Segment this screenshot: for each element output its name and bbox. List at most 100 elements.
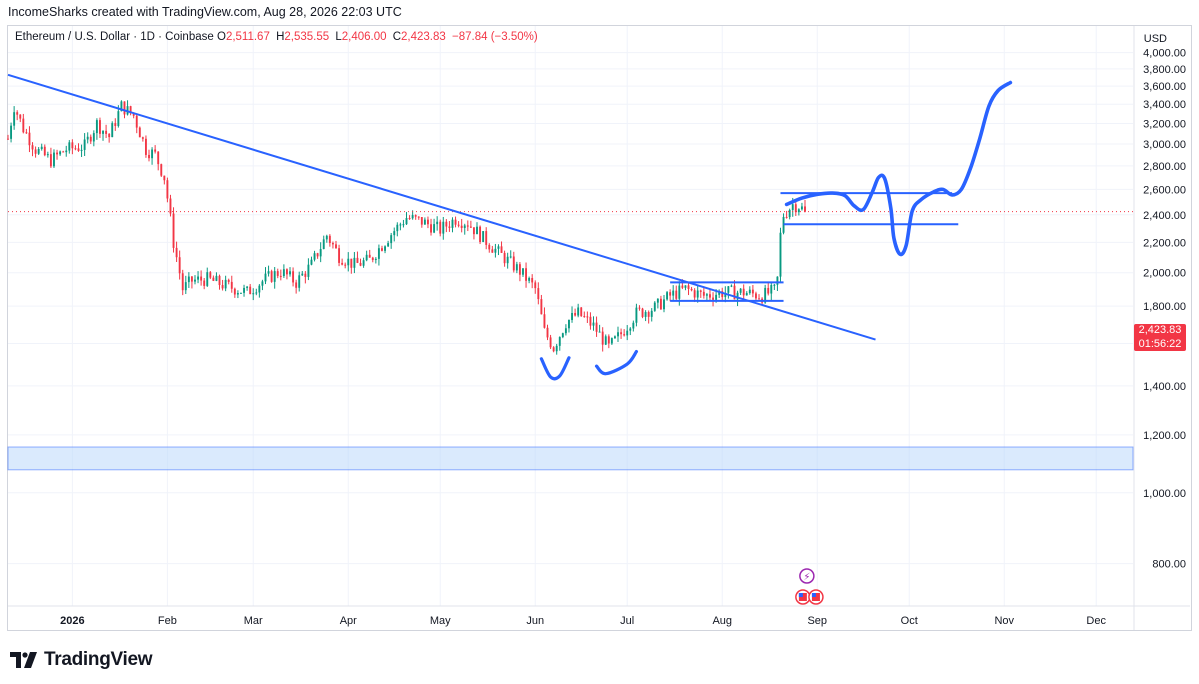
candle-body-up (663, 299, 665, 310)
candle-body-down (28, 132, 31, 146)
x-tick-label: 2026 (60, 615, 84, 627)
candle-body-up (215, 275, 218, 281)
candle-body-up (617, 332, 619, 337)
candle-body-up (494, 248, 497, 253)
y-tick-label: 2,000.00 (1143, 268, 1186, 280)
low-label: L (335, 31, 342, 43)
candle-body-up (68, 142, 71, 151)
candle-body-up (684, 285, 687, 288)
candle-body-up (773, 284, 776, 286)
candle-body-down (549, 337, 552, 348)
candle-body-down (742, 288, 745, 296)
candle-body-up (610, 338, 613, 344)
candle-body-down (794, 204, 797, 213)
high-label: H (276, 31, 285, 43)
candle-body-down (172, 213, 175, 248)
candle-body-up (629, 328, 632, 331)
candle-body-down (114, 123, 117, 126)
y-tick-label: 1,200.00 (1143, 430, 1186, 442)
candle-body-up (613, 336, 616, 339)
candle-body-down (758, 298, 760, 300)
high-value: 2,535.55 (284, 31, 330, 43)
candle-body-up (748, 289, 751, 294)
symbol-name: Ethereum / U.S. Dollar · 1D · Coinbase (15, 31, 214, 43)
candle-body-down (408, 218, 411, 220)
candle-body-up (10, 125, 13, 139)
candle-body-up (696, 290, 699, 298)
candle-body-down (7, 138, 9, 140)
candle-body-up (782, 216, 785, 233)
candle-body-up (399, 224, 402, 226)
candle-body-down (218, 275, 221, 286)
candle-body-down (543, 314, 546, 328)
candle-body-up (626, 330, 629, 336)
x-tick-label: Jul (620, 615, 634, 627)
candle-body-down (249, 286, 252, 295)
candle-body-up (482, 231, 485, 242)
open-label: O (216, 31, 226, 43)
candle-body-up (307, 264, 310, 277)
candle-body-down (751, 289, 754, 294)
candle-body-up (561, 333, 564, 338)
currency-label[interactable]: USD (1143, 33, 1167, 45)
candle-body-down (381, 248, 383, 251)
candle-body-up (319, 248, 322, 257)
candle-body-up (102, 130, 104, 134)
candle-body-down (25, 132, 28, 134)
candle-body-up (672, 290, 675, 296)
candle-body-up (727, 286, 730, 293)
candle-body-down (123, 101, 126, 115)
candle-body-down (601, 331, 604, 345)
candle-body-up (197, 276, 200, 280)
candle-body-up (604, 336, 607, 345)
footer-brand[interactable]: TradingView (10, 649, 153, 671)
candle-body-down (638, 307, 641, 309)
x-tick-label: Dec (1086, 615, 1106, 627)
candle-body-down (540, 299, 543, 315)
candle-body-down (647, 312, 650, 317)
candle-body-up (433, 224, 436, 233)
candle-body-down (371, 257, 374, 261)
candle-body-down (359, 262, 362, 266)
candle-body-down (534, 282, 537, 289)
candle-body-down (709, 294, 711, 298)
event-bolt: ⚡ (803, 572, 810, 583)
candle-body-up (187, 276, 190, 283)
candle-body-down (200, 276, 203, 281)
candle-body-up (571, 312, 573, 320)
candle-body-down (518, 264, 521, 275)
candle-body-down (203, 280, 206, 286)
candle-body-down (574, 312, 577, 316)
candle-body-up (644, 312, 647, 317)
candle-body-up (476, 226, 478, 235)
x-tick-label: Apr (340, 615, 357, 627)
candle-layer (7, 100, 806, 355)
candle-body-up (13, 112, 16, 126)
candle-body-down (531, 278, 534, 283)
candle-body-up (705, 294, 708, 296)
candle-body-down (233, 288, 236, 295)
candle-body-down (804, 206, 806, 212)
candle-body-up (568, 319, 570, 329)
candle-body-up (558, 337, 561, 346)
candle-body-up (390, 235, 393, 244)
candle-body-up (267, 271, 270, 274)
candle-body-down (212, 277, 215, 281)
candle-body-down (178, 257, 181, 274)
candle-body-down (368, 254, 371, 258)
low-value: 2,406.00 (341, 31, 387, 43)
candle-body-up (92, 133, 95, 142)
candle-body-up (436, 221, 439, 225)
candle-body-up (273, 271, 276, 282)
candle-body-down (181, 273, 184, 291)
symbol-legend: Ethereum / U.S. Dollar · 1D · Coinbase O… (15, 31, 541, 43)
candle-body-down (586, 316, 589, 318)
candle-body-up (46, 154, 49, 156)
candle-body-down (31, 145, 34, 150)
y-tick-label: 3,600.00 (1143, 81, 1186, 93)
open-value: 2,511.67 (225, 31, 270, 43)
candle-body-down (583, 316, 586, 318)
candle-body-up (509, 256, 512, 258)
candle-body-up (362, 260, 365, 266)
